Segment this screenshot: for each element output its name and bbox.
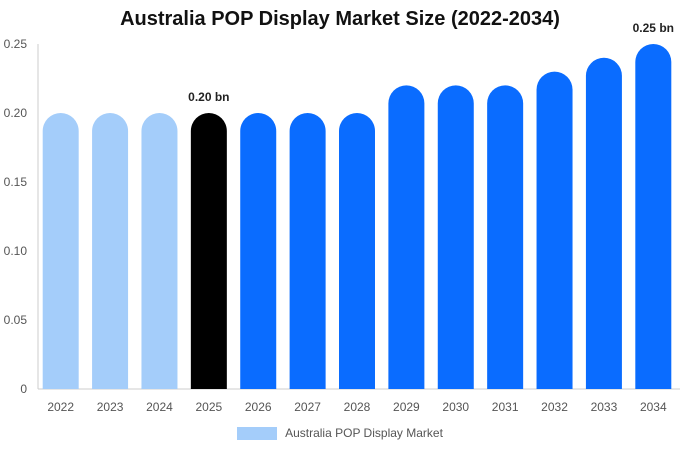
x-tick-label: 2031 (492, 400, 519, 414)
bar-2023 (92, 113, 129, 389)
x-tick-label: 2023 (97, 400, 124, 414)
legend-swatch (237, 426, 278, 440)
legend-label: Australia POP Display Market (285, 426, 443, 440)
x-tick-label: 2029 (393, 400, 420, 414)
bar-2026 (240, 113, 277, 389)
x-tick-label: 2030 (442, 400, 469, 414)
bar-2032 (536, 71, 573, 389)
bar-2031 (487, 85, 524, 389)
x-tick-label: 2033 (591, 400, 618, 414)
x-tick-label: 2027 (294, 400, 321, 414)
data-label: 0.25 bn (633, 21, 674, 35)
x-tick-label: 2022 (47, 400, 74, 414)
bar-2028 (339, 113, 375, 389)
y-tick-label: 0.25 (4, 37, 28, 51)
bar-2025 (190, 113, 227, 389)
y-tick-label: 0 (20, 382, 27, 396)
bar-2034 (635, 44, 672, 389)
bar-2033 (585, 57, 622, 389)
bar-2024 (141, 113, 178, 389)
bar-2027 (289, 113, 326, 389)
x-tick-label: 2034 (640, 400, 667, 414)
x-tick-label: 2024 (146, 400, 173, 414)
legend: Australia POP Display Market (0, 426, 680, 440)
y-tick-label: 0.15 (4, 175, 28, 189)
data-label: 0.20 bn (188, 90, 229, 104)
y-tick-label: 0.05 (4, 313, 28, 327)
y-tick-label: 0.10 (4, 244, 28, 258)
bar-2022 (42, 113, 79, 389)
x-tick-label: 2025 (195, 400, 222, 414)
chart-title: Australia POP Display Market Size (2022-… (120, 8, 560, 30)
x-tick-label: 2032 (541, 400, 568, 414)
bar-2029 (388, 85, 425, 390)
y-tick-label: 0.20 (4, 106, 28, 120)
x-tick-label: 2026 (245, 400, 272, 414)
bar-2030 (437, 85, 474, 390)
x-tick-label: 2028 (344, 400, 371, 414)
